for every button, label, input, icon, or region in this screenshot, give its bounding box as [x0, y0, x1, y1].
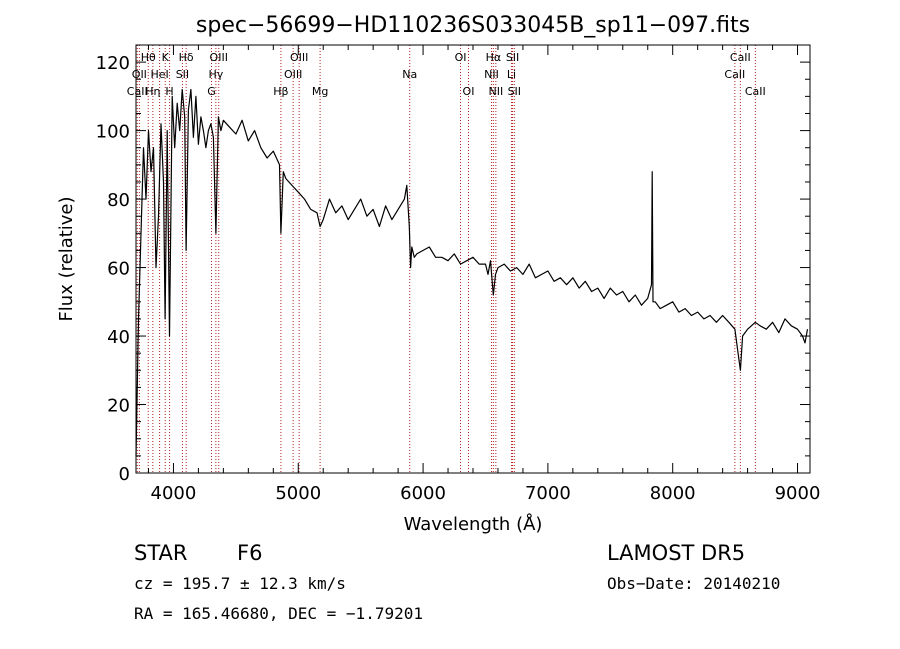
spectral-line-label: Hθ	[141, 51, 156, 64]
spectral-line-label: SII	[506, 51, 519, 64]
spectral-line-label: Na	[402, 68, 417, 81]
spectrum-chart: 4000 5000 6000 7000 8000 9000 0 20 40 60 80 100 120 H…	[56, 13, 821, 535]
spectral-line-label: HeI	[150, 68, 168, 81]
spectral-line-label: NII	[484, 68, 499, 81]
spectral-line-label: OI	[463, 85, 475, 98]
spectral-line-label: CaII	[127, 85, 148, 98]
chart-title: spec−56699−HD110236S033045B_sp11−097.fit…	[196, 13, 750, 38]
survey-label: LAMOST DR5	[607, 541, 746, 565]
spectral-line-label: OIII	[290, 51, 308, 64]
spectral-line-label: OI	[455, 51, 467, 64]
spectral-line-label: Mg	[312, 85, 328, 98]
x-axis-label: Wavelength (Å)	[404, 513, 543, 535]
spectral-line-label: SII	[508, 85, 521, 98]
plot-frame	[135, 44, 811, 474]
spectral-line-label: CaII	[730, 51, 751, 64]
spectral-line-label: Hα	[486, 51, 502, 64]
spectral-line-label: NII	[488, 85, 503, 98]
y-tick-label: 80	[107, 190, 130, 211]
coordinates: RA = 165.46680, DEC = −1.79201	[134, 604, 423, 623]
spectral-line-label: G	[207, 85, 216, 98]
object-subclass: F6	[237, 541, 263, 565]
spectral-line-label: CaII	[745, 85, 766, 98]
spectral-line-label: SII	[176, 68, 189, 81]
x-tick-label: 8000	[650, 483, 696, 504]
spectral-line-label: H	[165, 85, 173, 98]
y-axis-label: Flux (relative)	[56, 196, 77, 321]
observation-date: Obs−Date: 20140210	[607, 574, 781, 593]
redshift-cz: cz = 195.7 ± 12.3 km/s	[134, 574, 346, 593]
y-tick-label: 60	[107, 259, 130, 280]
spectral-line-label: Hδ	[179, 51, 194, 64]
spectral-line-label: OIII	[210, 51, 228, 64]
spectral-line-label: K	[162, 51, 170, 64]
y-tick-label: 40	[107, 327, 130, 348]
spectral-line-label: Hγ	[208, 68, 223, 81]
x-tick-label: 5000	[275, 483, 321, 504]
spectral-line-label: Hη	[145, 85, 160, 98]
spectral-line-label: OII	[132, 68, 147, 81]
spectral-line-label: OIII	[284, 68, 302, 81]
y-tick-label: 120	[96, 53, 130, 74]
x-tick-label: 4000	[151, 483, 197, 504]
spectral-line-label: Hβ	[273, 85, 288, 98]
x-tick-label: 6000	[400, 483, 446, 504]
x-tick-label: 9000	[775, 483, 821, 504]
spectral-line-label: CaII	[724, 68, 745, 81]
y-tick-label: 0	[119, 464, 130, 485]
y-tick-label: 20	[107, 396, 130, 417]
object-class: STAR	[134, 541, 188, 565]
spectral-line-label: Li	[507, 68, 516, 81]
x-tick-label: 7000	[525, 483, 571, 504]
spectrum-line	[135, 88, 809, 456]
y-tick-label: 100	[96, 122, 130, 143]
